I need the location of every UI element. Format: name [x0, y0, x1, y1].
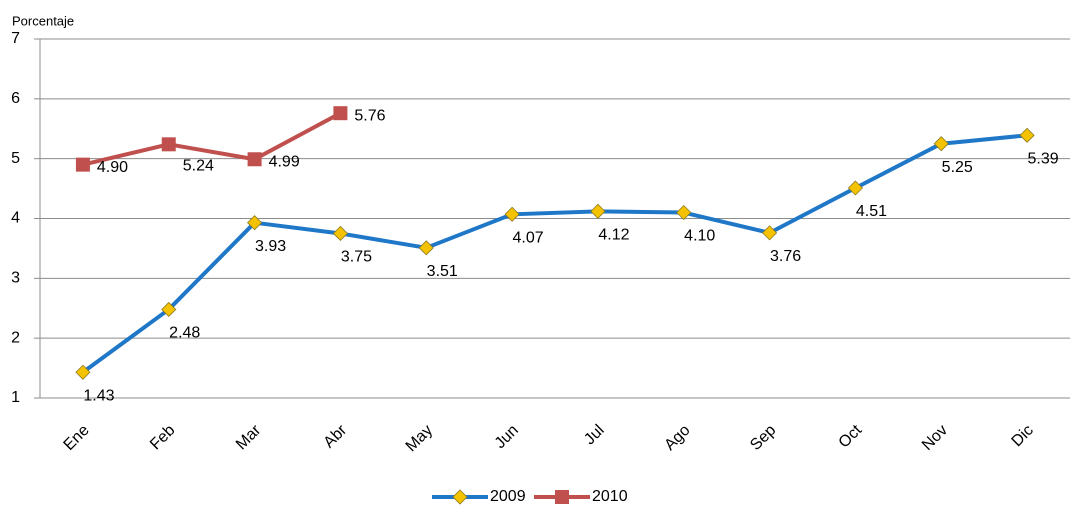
series-line	[81, 133, 1028, 374]
legend-label: 2010	[592, 488, 628, 505]
data-label: 1.43	[83, 387, 114, 404]
series-line	[82, 111, 342, 167]
marker	[847, 180, 863, 196]
x-tick-label: Jul	[581, 422, 607, 448]
data-label: 3.75	[341, 249, 372, 266]
data-label: 5.24	[183, 158, 214, 175]
legend-marker	[452, 489, 468, 505]
x-tick-label: Sep	[747, 422, 779, 454]
marker	[247, 152, 262, 167]
data-label: 4.99	[269, 153, 300, 170]
data-label: 3.51	[427, 263, 458, 280]
y-tick-label: 5	[11, 150, 20, 167]
x-tick-label: Oct	[836, 421, 866, 451]
marker	[161, 301, 177, 318]
y-tick-label: 2	[11, 329, 20, 346]
legend-marker	[555, 490, 569, 504]
data-label: 5.25	[942, 159, 973, 176]
x-tick-label: Jun	[492, 422, 522, 452]
data-label: 4.10	[684, 228, 715, 245]
data-label: 4.07	[513, 230, 544, 247]
data-label: 4.51	[856, 203, 887, 220]
x-tick-label: Ago	[661, 422, 693, 454]
data-label: 5.76	[354, 107, 385, 124]
marker	[333, 106, 348, 121]
marker	[161, 137, 176, 152]
y-axis-label: Porcentaje	[12, 13, 74, 28]
marker	[590, 203, 606, 219]
data-label: 3.76	[770, 248, 801, 265]
marker	[332, 225, 348, 242]
x-tick-label: Feb	[147, 422, 179, 454]
marker	[247, 215, 263, 231]
y-tick-label: 3	[11, 270, 20, 287]
marker	[75, 157, 90, 172]
marker	[504, 206, 520, 222]
y-tick-label: 6	[11, 90, 20, 107]
marker	[933, 136, 949, 152]
data-label: 5.39	[1028, 151, 1059, 168]
marker	[75, 364, 91, 380]
data-label: 4.12	[598, 227, 629, 244]
x-tick-label: Mar	[233, 421, 265, 453]
y-tick-label: 4	[11, 210, 20, 227]
marker	[1019, 127, 1035, 143]
y-tick-label: 7	[11, 30, 20, 47]
marker	[762, 225, 778, 241]
marker	[676, 204, 692, 221]
x-tick-label: Nov	[919, 422, 951, 454]
data-label: 3.93	[255, 238, 286, 255]
x-tick-label: Abr	[321, 421, 351, 451]
data-label: 4.90	[97, 159, 128, 176]
legend-label: 2009	[490, 488, 526, 505]
x-tick-label: Ene	[61, 422, 93, 454]
marker	[418, 240, 434, 256]
data-label: 2.48	[169, 325, 200, 342]
x-tick-label: Dic	[1009, 422, 1037, 450]
x-tick-label: May	[403, 422, 436, 455]
y-tick-label: 1	[11, 389, 20, 406]
